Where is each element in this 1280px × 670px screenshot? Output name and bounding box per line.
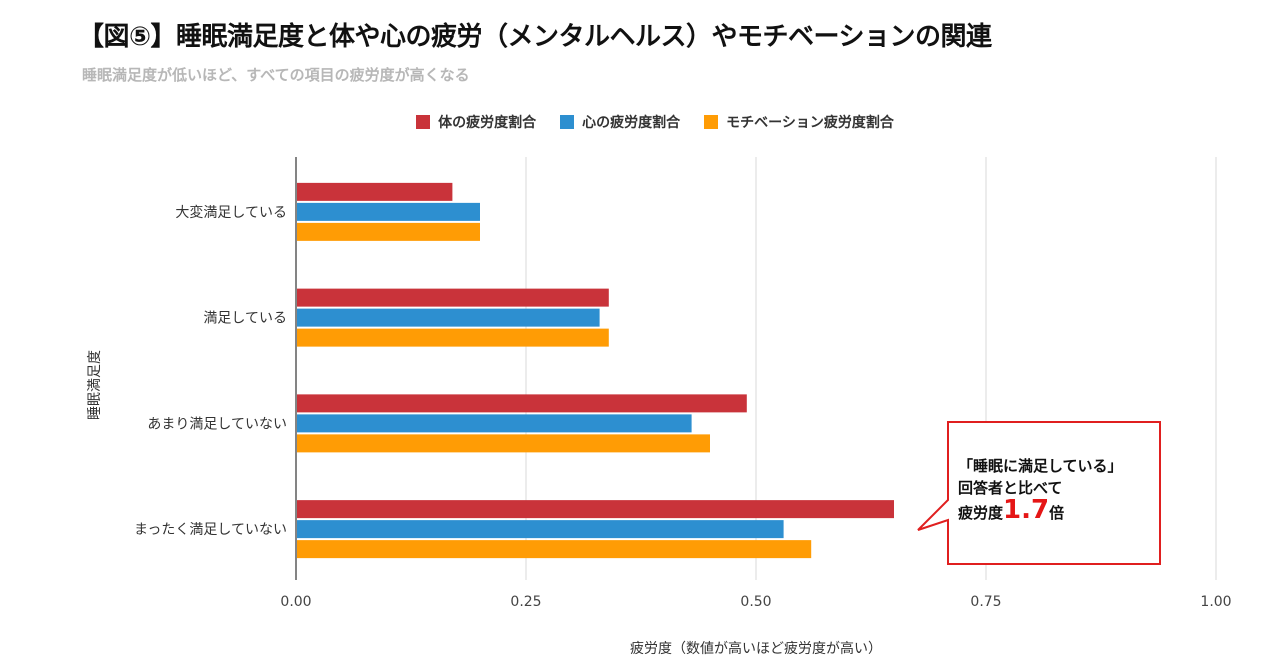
legend-swatch-body [416, 115, 431, 129]
callout-prefix: 疲労度 [958, 504, 1004, 522]
chart-subtitle: 睡眠満足度が低いほど、すべての項目の疲労度が高くなる [82, 66, 470, 84]
x-tick-label: 1.00 [1200, 594, 1231, 610]
callout-line-1: 「睡眠に満足している」 [958, 457, 1123, 475]
legend-item-body: 体の疲労度割合 [416, 112, 536, 132]
x-tick-label: 0.00 [280, 594, 311, 610]
callout-line-2: 回答者と比べて [958, 479, 1063, 497]
legend-item-motivation: モチベーション疲労度割合 [704, 112, 894, 132]
x-tick-label: 0.50 [740, 594, 771, 610]
category-label: まったく満足していない [134, 522, 287, 538]
legend-swatch-mind [560, 115, 575, 129]
category-label: 大変満足している [175, 204, 287, 221]
callout-number: 1.7 [1003, 495, 1050, 525]
bar [297, 202, 480, 221]
legend-swatch-motivation [704, 115, 719, 129]
bar [297, 414, 692, 433]
category-label: 満足している [203, 311, 287, 327]
bar [297, 328, 609, 347]
callout-line-3: 疲労度1.7倍 [958, 497, 1158, 524]
x-tick-label: 0.75 [970, 594, 1001, 610]
legend-item-mind: 心の疲労度割合 [560, 112, 680, 132]
legend-label-mind: 心の疲労度割合 [582, 115, 681, 131]
callout-suffix: 倍 [1049, 504, 1065, 522]
bar [297, 222, 480, 241]
x-tick-labels: 0.00 0.25 0.50 0.75 1.00 [280, 594, 1231, 610]
callout-text: 「睡眠に満足している」 回答者と比べて 疲労度1.7倍 [958, 455, 1158, 524]
bar [297, 308, 600, 327]
x-tick-label: 0.25 [510, 594, 541, 610]
x-axis-title: 疲労度（数値が高いほど疲労度が高い） [630, 640, 882, 657]
bar [297, 500, 894, 519]
legend-label-motivation: モチベーション疲労度割合 [726, 115, 894, 131]
category-label: あまり満足していない [147, 416, 287, 432]
bar [297, 288, 609, 307]
bar [297, 434, 710, 453]
bar [297, 520, 784, 539]
callout-box [917, 421, 1161, 565]
bar [297, 182, 453, 201]
bar [297, 394, 747, 413]
legend: 体の疲労度割合 心の疲労度割合 モチベーション疲労度割合 [0, 112, 1280, 132]
legend-label-body: 体の疲労度割合 [438, 115, 537, 131]
bar [297, 540, 812, 559]
y-axis-title: 睡眠満足度 [87, 350, 103, 420]
chart-title: 【図⑤】睡眠満足度と体や心の疲労（メンタルヘルス）やモチベーションの関連 [78, 22, 992, 52]
bars [297, 182, 894, 559]
